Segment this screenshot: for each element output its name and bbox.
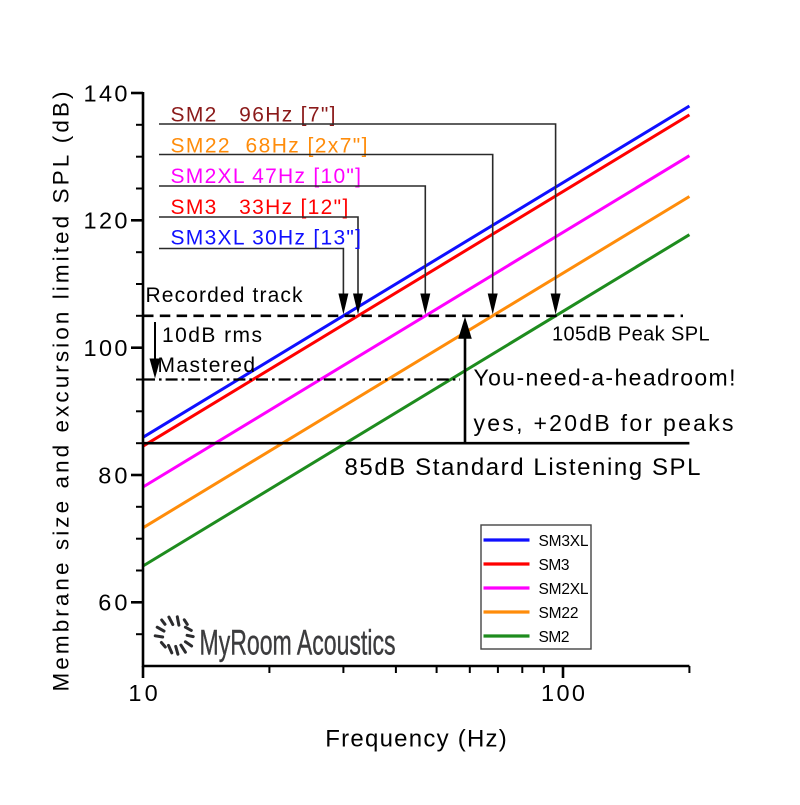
svg-text:Mastered: Mastered bbox=[158, 354, 256, 377]
svg-text:10dB rms: 10dB rms bbox=[162, 324, 262, 347]
svg-text:SM3: SM3 bbox=[539, 557, 570, 574]
svg-text:Membrane size and excursion li: Membrane size and excursion limited SPL … bbox=[49, 91, 74, 691]
svg-text:MyRoom Acoustics: MyRoom Acoustics bbox=[200, 624, 396, 663]
svg-text:SM2 96Hz [7"]: SM2 96Hz [7"] bbox=[171, 104, 336, 127]
svg-text:yes, +20dB for peaks: yes, +20dB for peaks bbox=[474, 410, 734, 436]
svg-text:SM22 68Hz [2x7"]: SM22 68Hz [2x7"] bbox=[171, 134, 368, 157]
svg-text:120: 120 bbox=[84, 208, 128, 234]
svg-text:SM2XL: SM2XL bbox=[539, 581, 589, 598]
svg-text:SM3 33Hz [12"]: SM3 33Hz [12"] bbox=[171, 196, 349, 219]
svg-text:SM2XL 47Hz [10"]: SM2XL 47Hz [10"] bbox=[171, 165, 362, 188]
svg-text:SM2: SM2 bbox=[539, 629, 570, 646]
svg-text:SM3XL: SM3XL bbox=[539, 533, 589, 550]
svg-text:100: 100 bbox=[84, 335, 128, 361]
svg-text:85dB Standard Listening SPL: 85dB Standard Listening SPL bbox=[345, 454, 701, 481]
svg-text:105dB Peak SPL: 105dB Peak SPL bbox=[552, 324, 710, 346]
svg-text:SM22: SM22 bbox=[539, 605, 579, 622]
svg-text:100: 100 bbox=[541, 680, 585, 706]
svg-text:Recorded track: Recorded track bbox=[146, 284, 304, 307]
svg-text:140: 140 bbox=[84, 80, 128, 106]
svg-text:You-need-a-headroom!: You-need-a-headroom! bbox=[474, 365, 736, 391]
svg-text:SM3XL 30Hz [13"]: SM3XL 30Hz [13"] bbox=[171, 227, 362, 250]
svg-text:Frequency (Hz): Frequency (Hz) bbox=[325, 726, 507, 753]
